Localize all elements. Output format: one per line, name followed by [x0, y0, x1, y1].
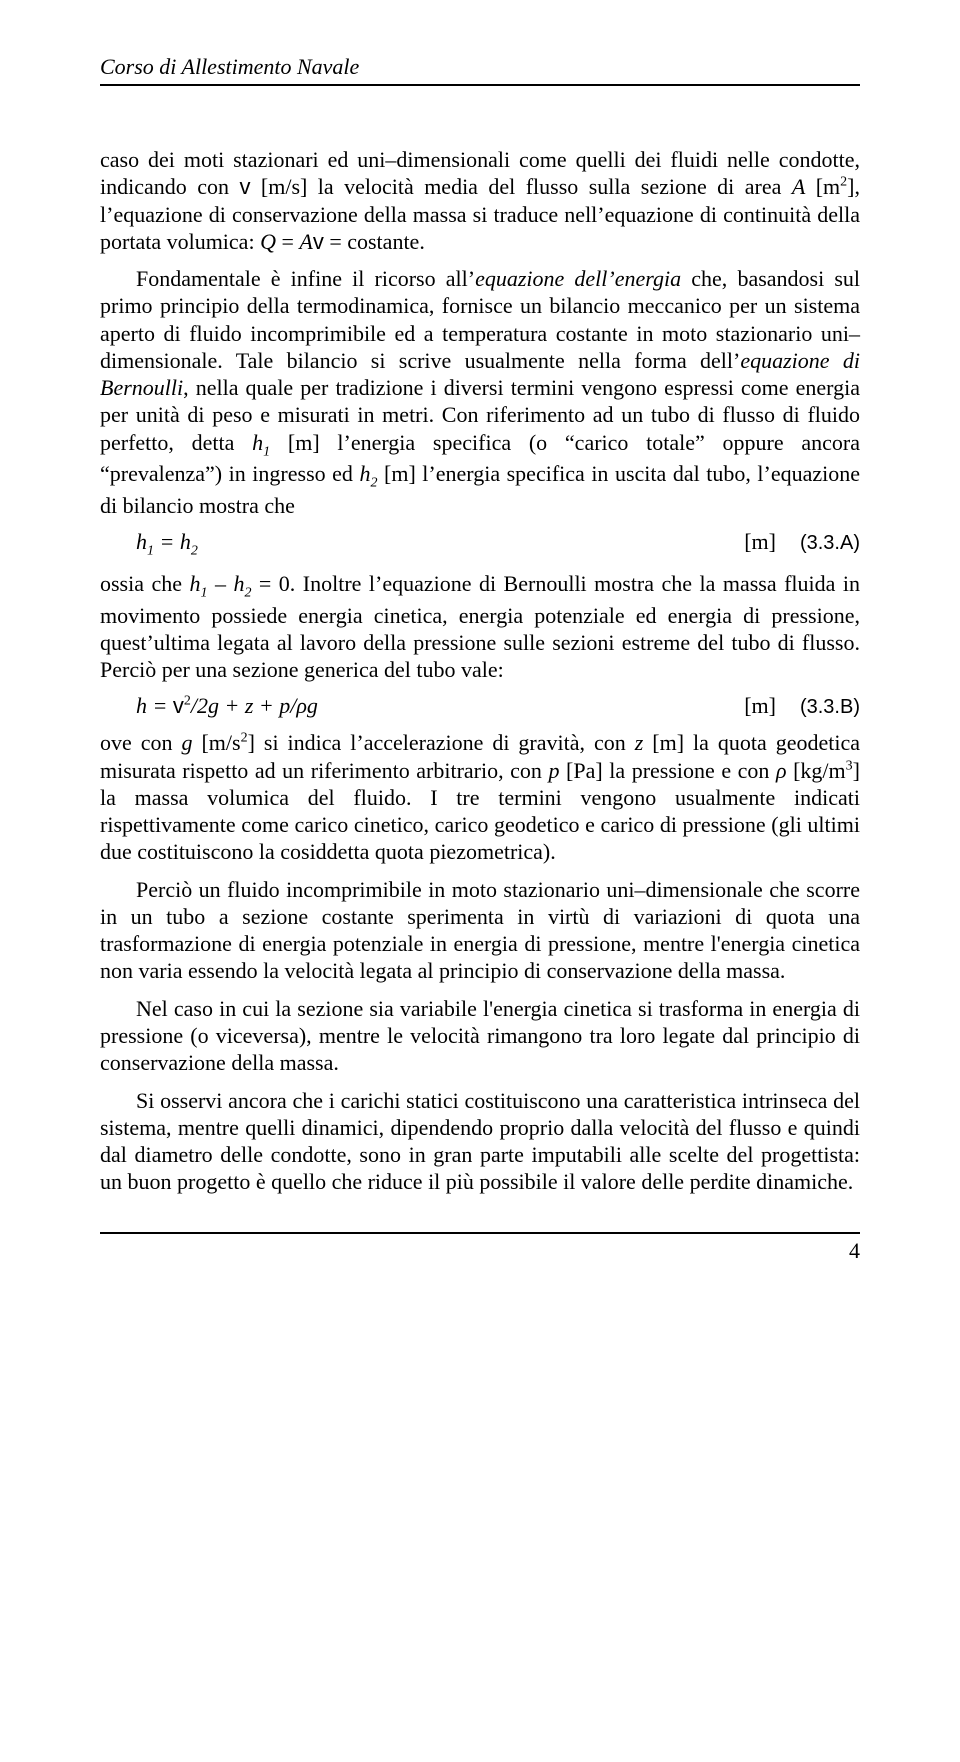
- header-rule: [100, 84, 860, 86]
- equation-3-3-b: h = v2/2g + z + p/ρg [m] (3.3.B): [100, 693, 860, 719]
- running-header: Corso di Allestimento Navale: [100, 54, 860, 80]
- equation-unit: [m]: [720, 693, 776, 719]
- equation-unit: [m]: [720, 529, 776, 555]
- paragraph-3: ossia che h1 – h2 = 0. Inoltre l’equazio…: [100, 570, 860, 684]
- equation-3-3-a: h1 = h2 [m] (3.3.A): [100, 529, 860, 559]
- equation-body: h1 = h2: [136, 529, 720, 559]
- paragraph-1: caso dei moti stazionari ed uni–dimensio…: [100, 146, 860, 255]
- equation-tag: (3.3.A): [776, 532, 860, 555]
- paragraph-7: Si osservi ancora che i carichi statici …: [100, 1087, 860, 1196]
- equation-tag: (3.3.B): [776, 696, 860, 719]
- paragraph-6: Nel caso in cui la sezione sia variabile…: [100, 995, 860, 1077]
- paragraph-5: Perciò un fluido incomprimibile in moto …: [100, 876, 860, 985]
- paragraph-4: ove con g [m/s2] si indica l’accelerazio…: [100, 729, 860, 865]
- page: Corso di Allestimento Navale caso dei mo…: [0, 0, 960, 1762]
- paragraph-2: Fondamentale è infine il ricorso all’equ…: [100, 265, 860, 519]
- page-number: 4: [100, 1238, 860, 1264]
- footer-rule: [100, 1232, 860, 1234]
- equation-body: h = v2/2g + z + p/ρg: [136, 693, 720, 719]
